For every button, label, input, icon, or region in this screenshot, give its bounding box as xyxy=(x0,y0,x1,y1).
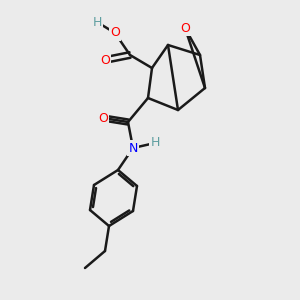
Text: H: H xyxy=(92,16,102,28)
Text: H: H xyxy=(150,136,160,149)
Text: O: O xyxy=(110,26,120,40)
Text: O: O xyxy=(98,112,108,124)
Text: N: N xyxy=(128,142,138,154)
Text: O: O xyxy=(180,22,190,34)
Text: O: O xyxy=(100,53,110,67)
